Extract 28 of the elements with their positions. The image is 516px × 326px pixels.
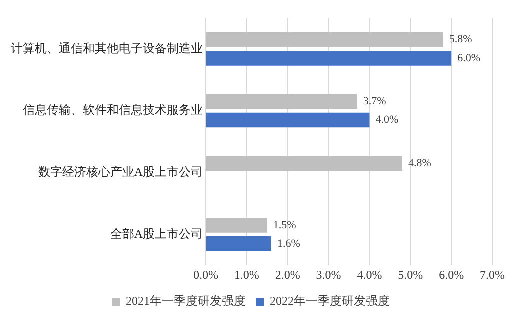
bar [206,94,358,110]
x-tick-label: 7.0% [480,268,505,282]
data-label: 5.8% [449,34,472,46]
bar [206,32,444,48]
y-tick-label: 全部A股上市公司 [110,226,203,241]
x-tick-label: 4.0% [357,268,382,282]
data-label: 1.6% [277,238,300,250]
bar [206,236,272,252]
data-label: 3.7% [363,96,386,108]
data-label: 4.0% [376,114,399,126]
y-tick-label: 计算机、通信和其他电子设备制造业 [11,41,203,56]
x-tick-label: 1.0% [234,268,260,282]
legend-label: 2022年一季度研发强度 [270,294,390,308]
data-label: 4.8% [408,157,432,170]
legend-label: 2021年一季度研发强度 [126,294,246,308]
data-label: 6.0% [458,52,480,64]
bar [206,50,452,66]
data-label: 1.5% [273,219,296,232]
x-tick-label: 0.0% [194,268,218,282]
y-tick-label: 数字经济核心产业A股上市公司 [38,164,203,179]
x-tick-label: 3.0% [316,268,342,282]
y-tick-label: 信息传输、软件和信息技术服务业 [23,103,203,118]
x-tick-label: 5.0% [398,268,424,282]
x-tick-label: 6.0% [439,268,464,282]
bar [206,218,268,233]
bar [206,156,402,171]
bar [206,112,370,128]
x-tick-label: 2.0% [275,268,300,282]
